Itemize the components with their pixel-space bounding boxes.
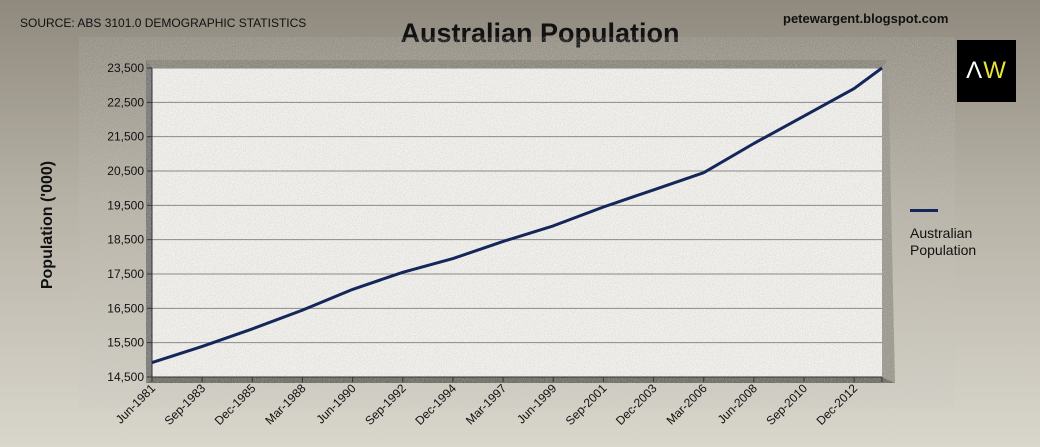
x-tick-label: Sep-1992 xyxy=(362,381,409,428)
legend-label: Australian Population xyxy=(910,225,977,258)
plot-texture xyxy=(152,68,882,377)
y-tick-label: 21,500 xyxy=(107,130,144,144)
x-tick-label: Dec-2003 xyxy=(613,381,660,428)
y-tick-label: 18,500 xyxy=(107,233,144,247)
x-tick-label: Mar-2006 xyxy=(664,381,710,427)
x-tick-label: Sep-2001 xyxy=(563,381,610,428)
y-tick-label: 22,500 xyxy=(107,95,144,109)
plot-bevel-left xyxy=(146,60,152,383)
plot-bevel-right xyxy=(882,60,895,383)
x-tick-label: Jun-1999 xyxy=(514,381,560,427)
aw-logo: ΛW xyxy=(957,40,1016,102)
x-tick-label: Jun-1981 xyxy=(113,381,159,427)
y-tick-label: 19,500 xyxy=(107,198,144,212)
y-tick-label: 20,500 xyxy=(107,164,144,178)
x-tick-label: Jun-1990 xyxy=(313,381,359,427)
x-tick-label: Jun-2008 xyxy=(715,381,761,427)
x-tick-label: Sep-2010 xyxy=(763,381,810,428)
series-line-australian-population xyxy=(151,66,883,365)
chart-title: Australian Population xyxy=(400,18,680,48)
y-tick-label: 16,500 xyxy=(107,301,144,315)
legend: Australian Population xyxy=(910,208,1040,259)
plot-bevel-top xyxy=(146,60,888,68)
plot-bevel-bottom xyxy=(146,377,895,383)
y-tick-label: 14,500 xyxy=(107,370,144,384)
source-note: SOURCE: ABS 3101.0 DEMOGRAPHIC STATISTIC… xyxy=(20,16,307,30)
blog-url: petewargent.blogspot.com xyxy=(783,11,949,26)
legend-swatch xyxy=(910,208,938,212)
y-tick-label: 15,500 xyxy=(107,336,144,350)
x-tick-label: Mar-1988 xyxy=(262,381,308,427)
x-tick-label: Dec-1985 xyxy=(212,381,259,428)
y-tick-label: 23,500 xyxy=(107,61,144,75)
x-tick-label: Dec-1994 xyxy=(412,381,459,428)
y-tick-label: 17,500 xyxy=(107,267,144,281)
x-tick-label: Mar-1997 xyxy=(463,381,509,427)
x-tick-label: Dec-2012 xyxy=(814,381,861,428)
x-tick-label: Sep-1983 xyxy=(162,381,209,428)
